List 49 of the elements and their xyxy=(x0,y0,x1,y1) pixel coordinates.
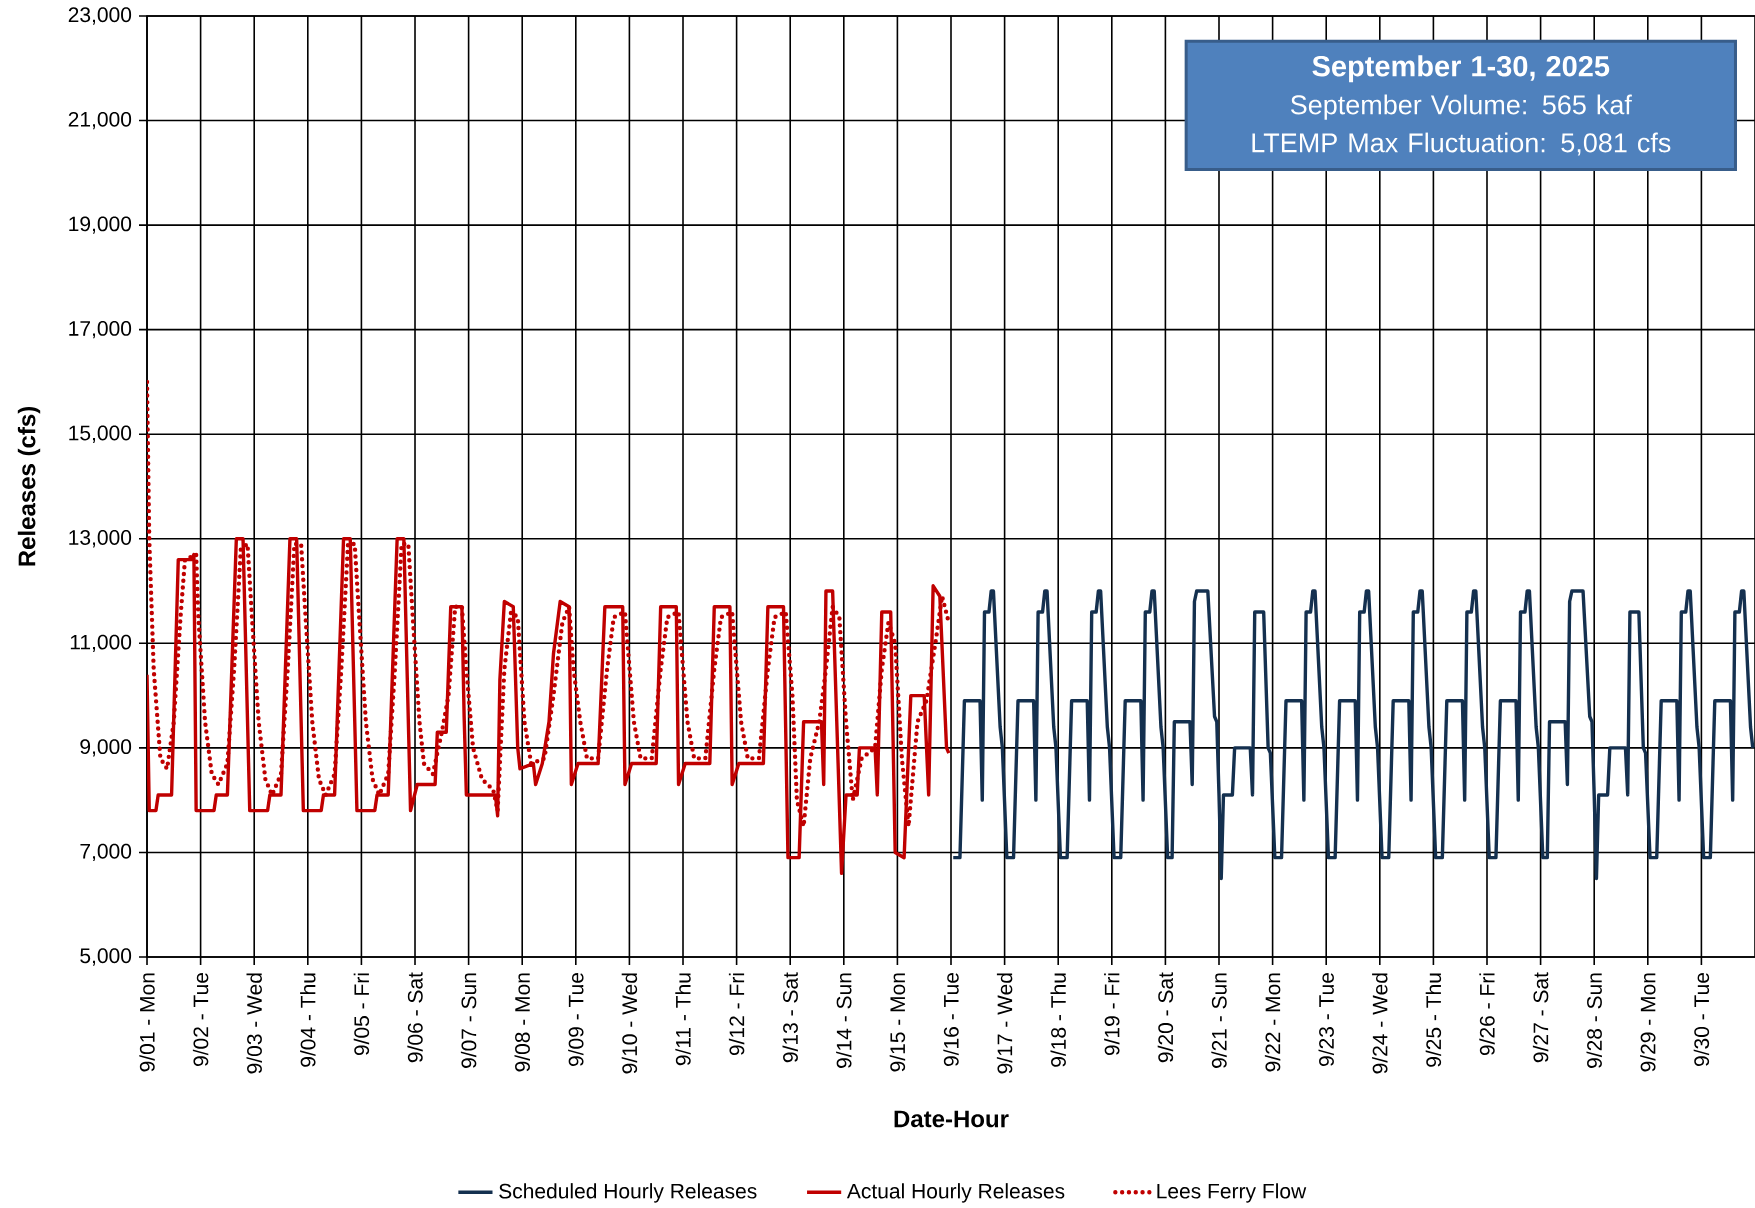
x-tick-label: 9/02 - Tue xyxy=(192,973,209,1067)
x-tick-label: 9/09 - Tue xyxy=(568,973,584,1067)
x-tick-label: 9/18 - Thu xyxy=(1050,973,1066,1067)
annotation: September Volume: 565 kaf xyxy=(1290,94,1632,120)
x-axis-title: Date-Hour xyxy=(894,1110,1009,1128)
x-tick-label: 9/28 - Sun xyxy=(1586,973,1602,1068)
x-tick-label: 9/17 - Wed xyxy=(996,973,1013,1074)
y-tick-label: 13,000 xyxy=(69,530,132,548)
x-tick-label: 9/05 - Fri xyxy=(353,973,370,1056)
x-tick-label: 9/16 - Tue xyxy=(943,973,959,1067)
x-tick-label: 9/08 - Mon xyxy=(514,973,530,1072)
y-tick-label: 17,000 xyxy=(69,320,132,339)
y-tick-label: 21,000 xyxy=(68,111,132,130)
y-axis-title: Releases (cfs) xyxy=(17,407,41,566)
x-tick-label: 9/03 - Wed xyxy=(246,973,262,1074)
x-tick-label: 9/06 - Sat xyxy=(407,972,423,1063)
line-series xyxy=(951,589,1755,881)
x-tick-label: 9/01 - Mon xyxy=(139,973,155,1072)
x-tick-label: 9/26 - Fri xyxy=(1479,973,1495,1056)
x-tick-label: 9/14 - Sun xyxy=(836,973,852,1068)
x-tick-label: 9/15 - Mon xyxy=(889,973,906,1072)
x-tick-label: 9/21 - Sun xyxy=(1211,973,1227,1068)
x-tick-label: 9/30 - Tue xyxy=(1693,973,1710,1067)
x-tick-label: 9/04 - Thu xyxy=(300,973,316,1067)
x-tick-label: 9/10 - Wed xyxy=(621,973,638,1074)
x-tick-label: 9/24 - Wed xyxy=(1372,973,1388,1074)
legend-label: Actual Hourly Releases xyxy=(846,1183,1065,1203)
y-tick-label: 9,000 xyxy=(80,739,132,757)
annotation: LTEMP Max Fluctuation: 5,081 cfs xyxy=(1252,132,1671,156)
x-tick-label: 9/12 - Fri xyxy=(728,973,745,1056)
x-tick-label: 9/20 - Sat xyxy=(1157,972,1174,1063)
y-tick-label: 23,000 xyxy=(68,7,132,25)
y-tick-label: 11,000 xyxy=(70,634,132,652)
x-tick-label: 9/11 - Thu xyxy=(675,973,691,1066)
legend-label: Scheduled Hourly Releases xyxy=(499,1183,757,1203)
x-tick-label: 9/22 - Mon xyxy=(1264,973,1281,1072)
x-tick-label: 9/27 - Sat xyxy=(1532,972,1549,1063)
y-tick-label: 19,000 xyxy=(69,216,132,234)
y-tick-label: 7,000 xyxy=(80,843,132,862)
x-tick-label: 9/13 - Sat xyxy=(782,972,798,1063)
x-tick-label: 9/25 - Thu xyxy=(1425,973,1442,1067)
x-tick-label: 9/23 - Tue xyxy=(1318,973,1334,1067)
legend-label: Lees Ferry Flow xyxy=(1157,1183,1307,1203)
y-tick-label: 15,000 xyxy=(69,425,132,443)
x-tick-label: 9/07 - Sun xyxy=(460,973,477,1068)
y-tick-label: 5,000 xyxy=(80,948,132,966)
chart-title: September 1-30, 2025 xyxy=(1312,55,1610,83)
x-tick-label: 9/19 - Fri xyxy=(1104,973,1120,1056)
x-tick-label: 9/29 - Mon xyxy=(1640,973,1656,1072)
